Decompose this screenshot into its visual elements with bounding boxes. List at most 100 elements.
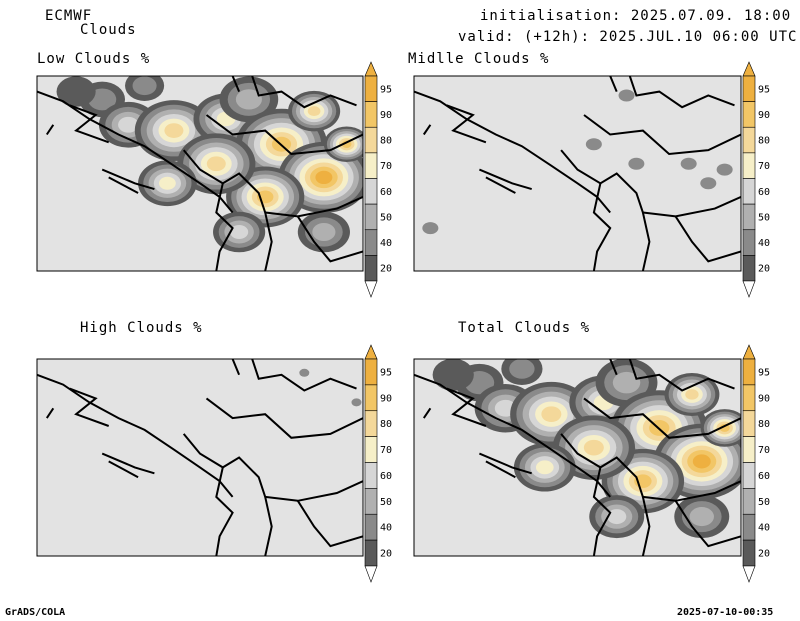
cloud-contour: [56, 76, 96, 107]
colorbar-tick-label: 20: [758, 264, 770, 275]
border-line: [69, 387, 110, 427]
cloud-contour: [716, 163, 733, 176]
border-line: [45, 407, 55, 419]
colorbar-top-arrow: [742, 344, 756, 360]
footer-software-label: GrADS/COLA: [5, 607, 66, 618]
map-frame: [36, 358, 364, 557]
map-background: [37, 359, 363, 556]
colorbar-segment: [364, 126, 378, 154]
colorbar-tick-label: 80: [380, 136, 392, 147]
border-line: [479, 168, 532, 191]
colorbar-segment: [364, 462, 378, 489]
colorbar: 95 90 80 70 60 50 40 20: [364, 344, 392, 583]
colorbar-top-arrow: [364, 344, 378, 360]
cloud-contour: [700, 177, 717, 190]
panel-title-high: High Clouds %: [80, 320, 203, 336]
cloud-contour: [680, 157, 697, 170]
colorbar-segment: [742, 410, 756, 437]
colorbar-tick-label: 95: [380, 367, 392, 378]
cloud-contour: [132, 76, 157, 96]
colorbar-segment: [364, 75, 378, 102]
colorbar-segment: [364, 488, 378, 515]
border-line: [231, 359, 241, 376]
border-line: [265, 480, 363, 502]
colorbar-segment: [364, 255, 378, 282]
colorbar-tick-label: 60: [380, 187, 392, 198]
colorbar-tick-label: 95: [380, 84, 392, 95]
colorbar-segment: [742, 152, 756, 179]
border-line: [182, 433, 273, 556]
colorbar-tick-label: 80: [758, 136, 770, 147]
colorbar-tick-label: 60: [758, 187, 770, 198]
colorbar-segment: [742, 101, 756, 128]
border-line: [609, 359, 618, 376]
cloud-contour: [535, 460, 554, 475]
colorbar-segment: [742, 229, 756, 256]
colorbar-tick-label: 60: [380, 471, 392, 482]
colorbar-segment: [364, 384, 378, 412]
map-frame: [413, 358, 742, 557]
border-line: [182, 149, 273, 271]
border-line: [628, 76, 735, 109]
colorbar-segment: [364, 539, 378, 567]
border-line: [37, 373, 234, 498]
colorbar-segment: [742, 126, 756, 154]
colorbar-tick-label: 40: [380, 523, 392, 534]
colorbar-segment: [364, 410, 378, 437]
colorbar-tick-label: 90: [380, 110, 392, 121]
cloud-contour: [628, 157, 645, 170]
colorbar-segment: [742, 75, 756, 102]
border-line: [215, 183, 234, 271]
colorbar-bottom-arrow: [364, 565, 378, 583]
cloud-contour: [206, 156, 226, 172]
map-frame: [36, 75, 364, 272]
colorbar-segment: [364, 358, 378, 386]
colorbar-segment: [742, 178, 756, 205]
cloud-contour: [235, 89, 262, 110]
cloud-contour: [719, 423, 730, 432]
colorbar-tick-label: 40: [758, 523, 770, 534]
colorbar-tick-label: 80: [758, 419, 770, 430]
border-line: [446, 387, 487, 427]
panel-title-total: Total Clouds %: [458, 320, 591, 336]
cloud-contour: [422, 222, 439, 235]
border-line: [583, 397, 741, 439]
cloud-contour: [685, 389, 699, 400]
colorbar-tick-label: 70: [758, 445, 770, 456]
colorbar-segment: [742, 255, 756, 282]
colorbar-segment: [364, 101, 378, 128]
cloud-contour: [618, 89, 635, 102]
border-line: [560, 149, 651, 271]
border-line: [251, 359, 357, 392]
colorbar-tick-label: 90: [758, 393, 770, 404]
colorbar: 95 90 80 70 60 50 40 20: [742, 61, 770, 298]
border-line: [205, 397, 363, 439]
border-line: [485, 176, 516, 194]
colorbar-tick-label: 50: [380, 212, 392, 223]
border-line: [296, 215, 363, 263]
colorbar-tick-label: 50: [380, 497, 392, 508]
colorbar-tick-label: 95: [758, 367, 770, 378]
colorbar-segment: [742, 203, 756, 231]
map-panel-high: 95 90 80 70 60 50 40 20: [36, 344, 392, 583]
colorbar-bottom-arrow: [742, 565, 756, 583]
colorbar-tick-label: 90: [380, 393, 392, 404]
colorbar-segment: [742, 539, 756, 567]
colorbar-tick-label: 20: [380, 264, 392, 275]
footer-timestamp-label: 2025-07-10-00:35: [677, 607, 774, 618]
border-line: [231, 76, 241, 92]
border-line: [674, 215, 741, 263]
map-frame: [413, 75, 742, 272]
cloud-contour: [689, 507, 714, 527]
colorbar-tick-label: 70: [380, 161, 392, 172]
map-panel-total: 95 90 80 70 60 50 40 20: [413, 344, 770, 583]
cloud-contour: [509, 359, 535, 379]
colorbar-segment: [742, 358, 756, 386]
colorbar-tick-label: 70: [758, 161, 770, 172]
border-line: [422, 124, 432, 136]
cloud-contour: [164, 123, 184, 138]
colorbar-top-arrow: [364, 61, 378, 77]
colorbar: 95 90 80 70 60 50 40 20: [742, 344, 770, 583]
colorbar: 95 90 80 70 60 50 40 20: [364, 61, 392, 298]
